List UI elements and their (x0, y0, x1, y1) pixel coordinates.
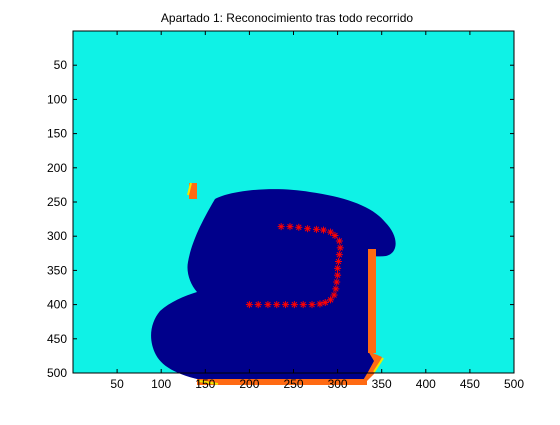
path-marker (245, 301, 253, 309)
obstacle-right-segment (368, 249, 376, 353)
path-marker (316, 300, 324, 308)
axis-tick-labels: 50 100 150 200 250 300 350 400 450 500 50 100 150 200… (47, 58, 524, 391)
path-marker (299, 301, 307, 309)
x-tick-label: 350 (372, 377, 392, 391)
x-tick-label: 300 (328, 377, 348, 391)
path-marker (319, 226, 327, 234)
y-tick-label: 400 (47, 298, 67, 312)
path-marker (336, 244, 344, 252)
axes-frame (72, 30, 515, 374)
path-marker (335, 251, 343, 259)
path-marker (308, 301, 316, 309)
x-tick-label: 50 (110, 377, 124, 391)
x-tick-label: 200 (239, 377, 259, 391)
path-marker (327, 296, 335, 304)
x-tick-label: 500 (504, 377, 524, 391)
obstacle-bottom-segment (197, 379, 367, 385)
plot-axes: 50 100 150 200 250 300 350 400 450 500 50 100 150 200… (47, 30, 524, 391)
path-marker (282, 301, 290, 309)
path-marker (327, 228, 335, 236)
y-tick-label: 250 (47, 195, 67, 209)
path-marker (321, 299, 329, 307)
x-tick-label: 250 (283, 377, 303, 391)
obstacle-corner-segment (362, 351, 382, 382)
path-marker (286, 223, 294, 231)
y-tick-label: 500 (47, 366, 67, 380)
x-tick-label: 150 (195, 377, 215, 391)
path-marker (312, 225, 320, 233)
figure-title: Apartado 1: Reconocimiento tras todo rec… (161, 11, 413, 25)
path-marker (334, 258, 342, 266)
y-tick-label: 300 (47, 229, 67, 243)
y-tick-label: 150 (47, 127, 67, 141)
x-tick-label: 450 (460, 377, 480, 391)
boundary-highlight-bottom (198, 380, 219, 385)
path-marker (335, 237, 343, 245)
path-marker (304, 225, 312, 233)
path-markers (245, 223, 344, 309)
path-marker (331, 232, 339, 240)
obstacle-left-segment (189, 183, 197, 199)
x-tick-label: 100 (151, 377, 171, 391)
y-tick-label: 350 (47, 263, 67, 277)
x-tick-label: 400 (416, 377, 436, 391)
path-marker (290, 301, 298, 309)
boundary-highlight-corner (373, 357, 384, 373)
y-tick-label: 450 (47, 332, 67, 346)
path-marker (332, 285, 340, 293)
y-tick-label: 50 (54, 58, 68, 72)
path-marker (264, 301, 272, 309)
path-marker (295, 223, 303, 231)
boundary-highlight-left (187, 182, 192, 196)
path-marker (330, 291, 338, 299)
path-marker (334, 271, 342, 279)
path-marker (254, 301, 262, 309)
y-tick-label: 100 (47, 92, 67, 106)
path-marker (277, 223, 285, 231)
path-marker (273, 301, 281, 309)
path-marker (333, 278, 341, 286)
path-marker (334, 264, 342, 272)
y-tick-label: 200 (47, 161, 67, 175)
